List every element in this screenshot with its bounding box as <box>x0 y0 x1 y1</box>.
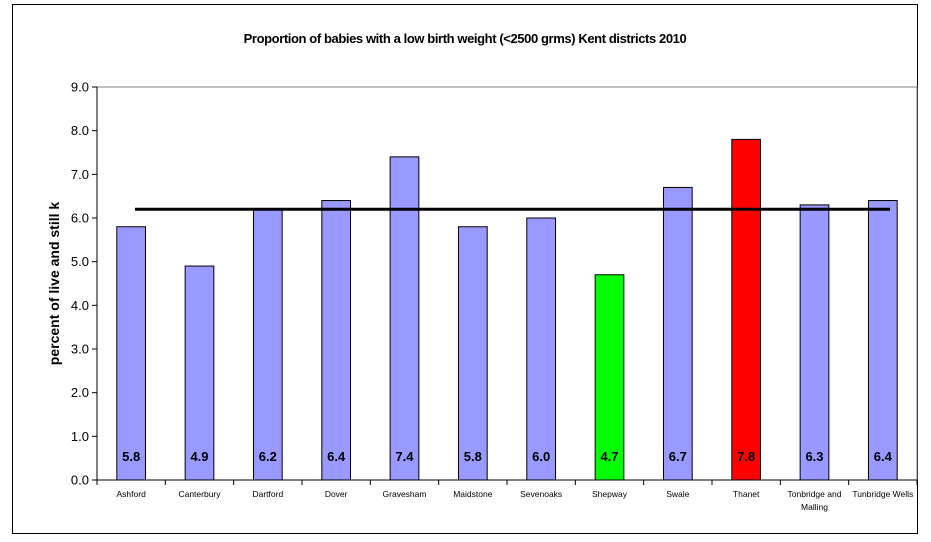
bar-dover <box>321 200 352 481</box>
y-tick-label: 3.0 <box>71 342 89 357</box>
category-label: Tonbridge and Malling <box>788 489 842 512</box>
data-label: 4.7 <box>600 449 618 464</box>
data-label: 5.8 <box>464 449 482 464</box>
category-label: Maidstone <box>453 489 492 499</box>
category-label: Sevenoaks <box>520 489 562 499</box>
category-label: Dover <box>325 489 348 499</box>
y-tick-label: 9.0 <box>71 80 89 95</box>
y-tick-label: 1.0 <box>71 429 89 444</box>
plot-area <box>96 86 918 481</box>
y-tick-label: 0.0 <box>71 473 89 488</box>
data-label: 6.7 <box>669 449 687 464</box>
bar-tonbridge-and-malling <box>799 204 830 481</box>
data-label: 6.0 <box>532 449 550 464</box>
labels-layer: 5.8 Ashford 4.9 Canterbury 6.2 Dartford 6.4 Dov… <box>117 449 914 512</box>
bar-thanet <box>731 138 762 481</box>
bar-tunbridge-wells <box>867 200 898 481</box>
category-label: Canterbury <box>178 489 221 499</box>
data-label: 6.2 <box>259 449 277 464</box>
category-label: Dartford <box>252 489 283 499</box>
bar-sevenoaks <box>526 217 557 481</box>
category-label: Ashford <box>117 489 147 499</box>
data-label: 6.4 <box>327 449 346 464</box>
data-label: 6.3 <box>805 449 823 464</box>
bar-swale <box>662 186 693 481</box>
y-tick-label: 6.0 <box>71 211 89 226</box>
y-tick-label: 2.0 <box>71 385 89 400</box>
axis-layer: 0.0 1.0 2.0 3.0 4.0 5.0 6.0 7.0 8.0 9.0 <box>71 80 918 488</box>
data-label: 7.8 <box>737 449 755 464</box>
data-label: 7.4 <box>395 449 414 464</box>
bar-maidstone <box>457 226 488 481</box>
category-label: Gravesham <box>383 489 427 499</box>
y-tick-label: 8.0 <box>71 123 89 138</box>
category-label: Shepway <box>592 489 628 499</box>
bar-shepway <box>594 274 625 481</box>
bar-canterbury <box>184 265 215 481</box>
y-tick-label: 4.0 <box>71 298 89 313</box>
y-tick-label: 7.0 <box>71 167 89 182</box>
data-label: 6.4 <box>874 449 893 464</box>
y-axis-title: percent of live and still k <box>46 202 62 366</box>
category-label: Thanet <box>733 489 760 499</box>
category-label: Tunbridge Wells <box>852 489 913 499</box>
data-label: 4.9 <box>190 449 208 464</box>
bar-gravesham <box>389 156 420 481</box>
chart-title: Proportion of babies with a low birth we… <box>243 31 687 46</box>
category-label: Swale <box>666 489 689 499</box>
data-label: 5.8 <box>122 449 140 464</box>
y-tick-label: 5.0 <box>71 254 89 269</box>
bar-dartford <box>252 208 283 481</box>
bar-ashford <box>116 226 147 481</box>
